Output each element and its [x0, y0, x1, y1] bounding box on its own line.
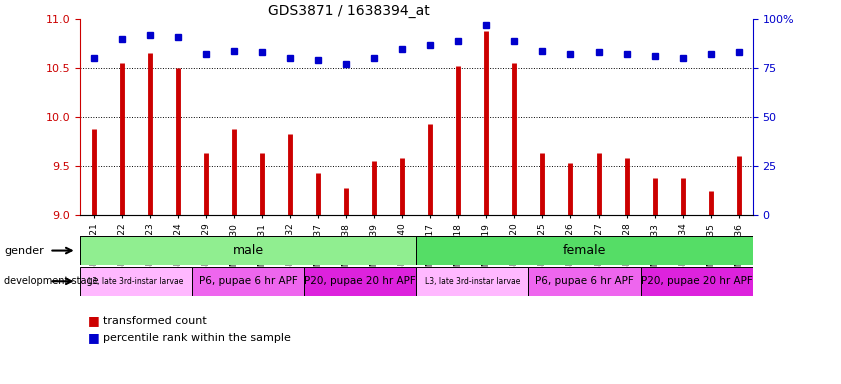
Text: gender: gender	[4, 245, 44, 256]
Text: P6, pupae 6 hr APF: P6, pupae 6 hr APF	[198, 276, 298, 286]
Bar	[80, 236, 416, 265]
Text: ■: ■	[88, 331, 100, 344]
Text: L3, late 3rd-instar larvae: L3, late 3rd-instar larvae	[425, 277, 520, 286]
Text: transformed count: transformed count	[103, 316, 207, 326]
Bar	[304, 267, 416, 296]
Text: P20, pupae 20 hr APF: P20, pupae 20 hr APF	[304, 276, 416, 286]
Bar	[192, 267, 304, 296]
Bar	[528, 267, 641, 296]
Title: GDS3871 / 1638394_at: GDS3871 / 1638394_at	[268, 4, 430, 18]
Text: ■: ■	[88, 314, 100, 327]
Text: P20, pupae 20 hr APF: P20, pupae 20 hr APF	[641, 276, 753, 286]
Text: L3, late 3rd-instar larvae: L3, late 3rd-instar larvae	[88, 277, 183, 286]
Bar	[80, 267, 192, 296]
Text: P6, pupae 6 hr APF: P6, pupae 6 hr APF	[535, 276, 634, 286]
Bar	[641, 267, 753, 296]
Bar	[416, 236, 753, 265]
Text: percentile rank within the sample: percentile rank within the sample	[103, 333, 291, 343]
Bar	[416, 267, 528, 296]
Text: male: male	[232, 244, 264, 257]
Text: development stage: development stage	[4, 276, 99, 286]
Text: female: female	[563, 244, 606, 257]
